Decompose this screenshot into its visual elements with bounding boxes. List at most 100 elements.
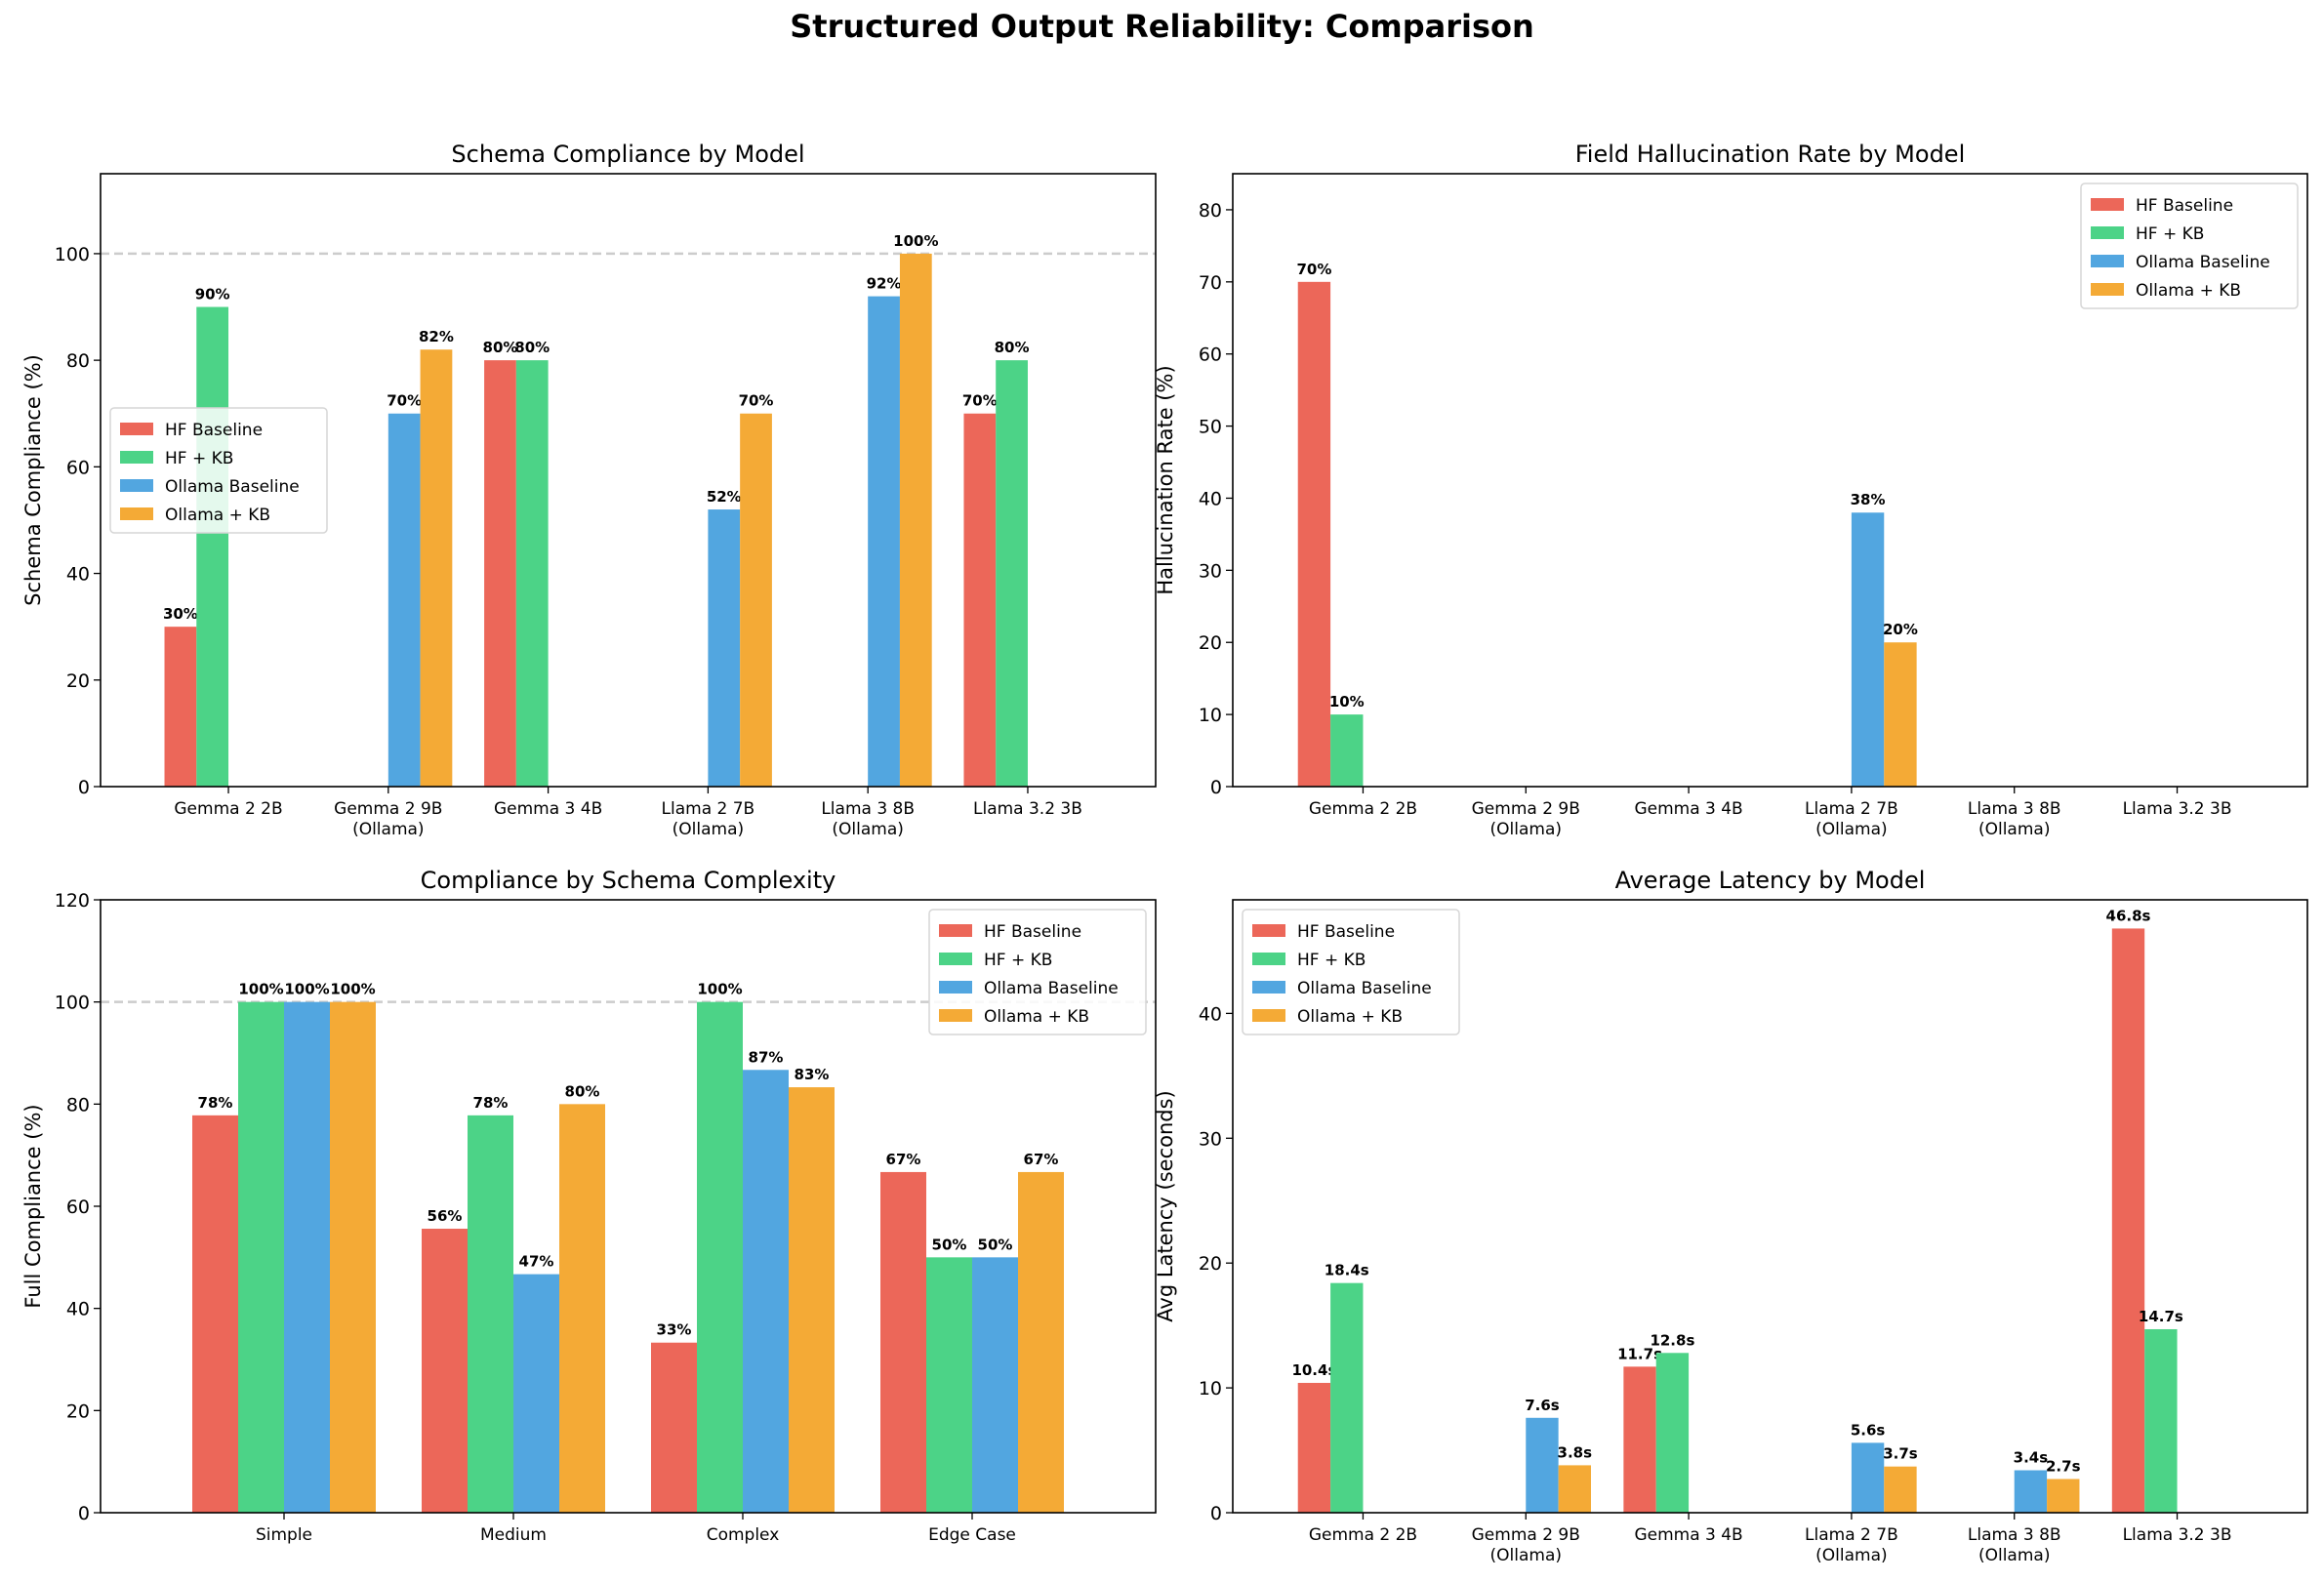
bar (515, 360, 549, 787)
bar (196, 306, 229, 787)
legend-swatch (1252, 924, 1285, 937)
x-tick-label: Llama 3.2 3B (973, 799, 1082, 819)
x-tick-label: Llama 3 8B (1968, 799, 2061, 819)
bar (740, 413, 772, 787)
x-tick-label: (Ollama) (1815, 820, 1888, 839)
bar-label: 78% (473, 1094, 509, 1112)
bar (484, 360, 516, 787)
bar-label: 18.4s (1325, 1262, 1369, 1279)
bar (330, 1001, 376, 1513)
x-tick-label: Gemma 2 9B (334, 799, 442, 819)
legend: HF Baseline HF + KB Ollama Baseline Ollama … (928, 909, 1147, 1035)
bar (284, 1001, 330, 1513)
y-tick-label: 20 (1199, 632, 1222, 654)
bar (420, 349, 453, 787)
bar (1330, 1282, 1364, 1513)
legend-label: Ollama + KB (1297, 1007, 1403, 1027)
x-tick-label: Edge Case (928, 1525, 1016, 1545)
bar-label: 3.7s (1883, 1445, 1918, 1463)
y-tick-label: 100 (55, 993, 90, 1014)
x-tick-label: Medium (480, 1525, 547, 1545)
y-tick-label: 40 (1199, 1003, 1222, 1025)
bar-label: 50% (978, 1236, 1013, 1253)
y-tick-label: 10 (1199, 1378, 1222, 1399)
bar (697, 1001, 743, 1513)
bar-label: 30% (163, 605, 198, 623)
bar-label: 33% (657, 1321, 692, 1339)
bar-label: 100% (697, 981, 742, 998)
legend-swatch (120, 479, 153, 492)
bar-label: 100% (284, 981, 329, 998)
bar-label: 80% (483, 339, 518, 356)
legend-label: HF + KB (2136, 224, 2204, 244)
bar-label: 67% (1024, 1151, 1059, 1168)
bar (1851, 512, 1885, 787)
legend-swatch (120, 507, 153, 520)
y-axis-label: Avg Latency (seconds) (1154, 1090, 1177, 1321)
bar (1330, 714, 1364, 787)
y-tick-label: 80 (1199, 200, 1222, 222)
y-tick-label: 10 (1199, 705, 1222, 726)
bar-label: 11.7s (1617, 1345, 1662, 1362)
legend-label: Ollama Baseline (2136, 253, 2270, 272)
bar (1297, 281, 1331, 788)
legend-label: Ollama Baseline (1297, 979, 1432, 998)
bar-label: 100% (238, 981, 283, 998)
y-tick-label: 20 (66, 1400, 90, 1422)
legend-swatch (939, 953, 972, 965)
legend-frame (928, 909, 1147, 1035)
x-tick-label: Gemma 3 4B (1634, 799, 1742, 819)
y-tick-label: 120 (55, 890, 90, 912)
legend: HF Baseline HF + KB Ollama Baseline Ollama … (1242, 909, 1460, 1035)
bar (963, 413, 997, 787)
chart-title: Schema Compliance by Model (451, 141, 804, 168)
x-tick-label: Gemma 2 9B (1472, 1525, 1580, 1545)
bar (238, 1001, 284, 1513)
bar (743, 1070, 789, 1513)
axes-frame (1232, 899, 2308, 1514)
bar (1884, 642, 1917, 787)
legend-label: Ollama + KB (984, 1007, 1089, 1027)
y-tick-label: 30 (1199, 1128, 1222, 1150)
bar (1655, 1353, 1690, 1513)
chart-4: Average Latency by Model Avg Latency (sec… (1154, 867, 2308, 1565)
axes-frame (1232, 173, 2308, 788)
legend-label: HF Baseline (165, 421, 263, 440)
bar (868, 296, 900, 787)
legend-swatch (2091, 198, 2124, 211)
y-tick-label: 0 (78, 777, 90, 798)
x-tick-label: (Ollama) (673, 820, 745, 839)
legend-swatch (939, 1009, 972, 1022)
bar (513, 1274, 559, 1513)
legend-frame (1242, 909, 1460, 1035)
x-tick-label: (Ollama) (1978, 1546, 2051, 1565)
bar-label: 78% (198, 1094, 233, 1112)
bar-label: 52% (707, 488, 742, 506)
bar (1884, 1466, 1917, 1513)
bar (1297, 1382, 1331, 1513)
y-tick-label: 0 (78, 1503, 90, 1524)
legend-label: HF Baseline (2136, 196, 2233, 216)
y-axis-label: Hallucination Rate (%) (1154, 365, 1177, 594)
x-tick-label: Llama 2 7B (662, 799, 755, 819)
bar (651, 1342, 697, 1513)
legend-label: HF + KB (984, 951, 1052, 970)
y-tick-label: 20 (66, 670, 90, 692)
bar (2047, 1479, 2080, 1513)
bar-label: 47% (519, 1253, 554, 1271)
x-tick-label: Llama 3 8B (821, 799, 915, 819)
legend-swatch (1252, 1009, 1285, 1022)
y-tick-label: 0 (1210, 777, 1222, 798)
y-tick-label: 20 (1199, 1253, 1222, 1275)
bar-label: 80% (565, 1082, 600, 1100)
bar (1526, 1417, 1559, 1513)
bar-label: 92% (867, 275, 902, 293)
bar-label: 3.8s (1558, 1443, 1593, 1461)
bar (468, 1115, 513, 1513)
bar-label: 7.6s (1525, 1397, 1560, 1414)
bar-label: 70% (739, 392, 774, 410)
bar-label: 3.4s (2014, 1449, 2049, 1467)
legend: HF Baseline HF + KB Ollama Baseline Ollama … (2080, 183, 2299, 309)
bar-label: 2.7s (2046, 1457, 2081, 1475)
legend-label: HF Baseline (984, 922, 1081, 942)
